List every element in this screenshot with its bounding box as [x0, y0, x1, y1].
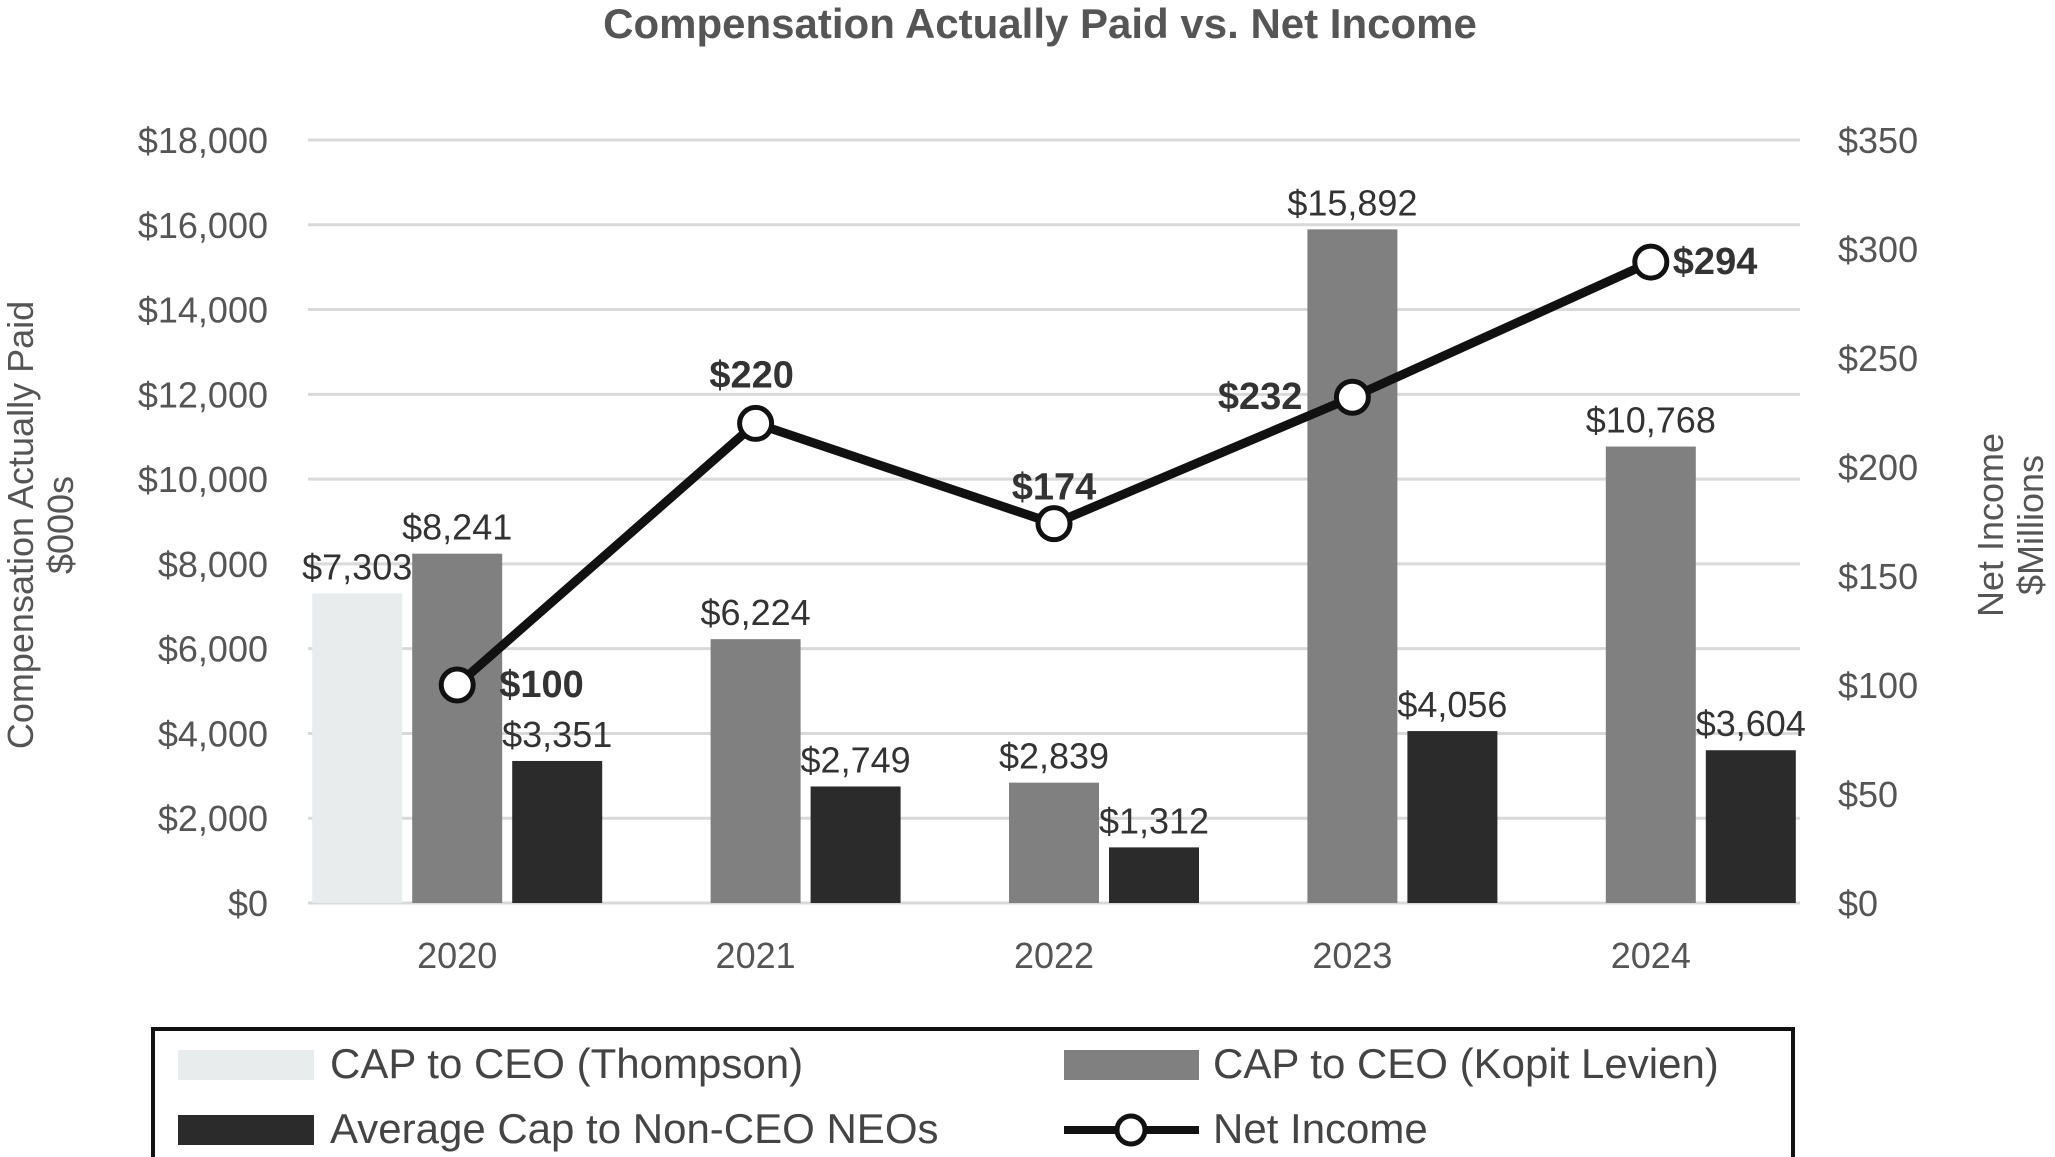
- left-tick-label: $14,000: [138, 290, 268, 331]
- right-axis-title-line2: $Millions: [2010, 455, 2051, 595]
- net-income-point-2020: [438, 666, 476, 704]
- bar-2024-series-1: [1605, 446, 1696, 903]
- legend-swatch-kopit-levien: [1064, 1050, 1199, 1080]
- right-tick-label: $150: [1838, 556, 1918, 597]
- left-axis-title: Compensation Actually Paid $000s: [0, 301, 81, 749]
- left-tick-label: $8,000: [158, 544, 268, 585]
- bar-value-label: $1,312: [1099, 800, 1209, 841]
- net-income-value-label: $100: [499, 664, 584, 706]
- x-tick-label-2020: 2020: [417, 935, 497, 976]
- net-income-point-2024: [1632, 243, 1670, 281]
- legend-label-kopit-levien: CAP to CEO (Kopit Levien): [1213, 1040, 1719, 1087]
- right-tick-label: $200: [1838, 447, 1918, 488]
- bar-2023-series-1: [1307, 229, 1398, 903]
- bar-2023-series-2: [1407, 731, 1498, 903]
- bar-2021-series-2: [810, 786, 901, 903]
- legend: CAP to CEO (Thompson) CAP to CEO (Kopit …: [151, 1027, 1795, 1157]
- right-axis-title: Net Income $Millions: [1970, 433, 2051, 617]
- x-tick-label-2024: 2024: [1611, 935, 1691, 976]
- net-income-value-label: $232: [1218, 376, 1303, 418]
- net-income-point-2023: [1333, 378, 1371, 416]
- left-tick-label: $10,000: [138, 459, 268, 500]
- right-tick-label: $300: [1838, 229, 1918, 270]
- x-axis-ticks: 2020 2021 2022 2023 2024: [417, 935, 1691, 976]
- bar-value-label: $2,839: [999, 736, 1109, 777]
- left-tick-label: $4,000: [158, 713, 268, 754]
- net-income-value-label: $220: [709, 354, 794, 396]
- bar-2020-series-1: [412, 553, 503, 903]
- x-tick-label-2022: 2022: [1014, 935, 1094, 976]
- bar-value-label: $8,241: [402, 507, 512, 548]
- bar-value-label: $2,749: [801, 739, 911, 780]
- left-tick-label: $2,000: [158, 798, 268, 839]
- right-tick-label: $50: [1838, 774, 1898, 815]
- left-tick-label: $18,000: [138, 120, 268, 161]
- net-income-value-label: $174: [1012, 467, 1097, 509]
- bar-2024-series-2: [1705, 750, 1796, 903]
- right-tick-label: $250: [1838, 338, 1918, 379]
- left-tick-label: $12,000: [138, 374, 268, 415]
- net-income-point-2022: [1035, 505, 1073, 543]
- bar-value-label: $15,892: [1287, 182, 1417, 223]
- bar-2022-series-1: [1009, 782, 1099, 903]
- left-tick-label: $6,000: [158, 629, 268, 670]
- left-tick-label: $16,000: [138, 205, 268, 246]
- bar-2021-series-1: [710, 639, 801, 903]
- legend-frame: [151, 1027, 1795, 1157]
- left-axis-title-line2: $000s: [40, 476, 81, 574]
- bar-value-label: $7,303: [302, 546, 412, 587]
- legend-label-thompson: CAP to CEO (Thompson): [330, 1040, 803, 1087]
- x-tick-label-2021: 2021: [716, 935, 796, 976]
- right-tick-label: $350: [1838, 120, 1918, 161]
- bar-2020-series-0: [312, 593, 403, 903]
- legend-swatch-thompson: [178, 1050, 314, 1080]
- bar-2020-series-2: [512, 760, 603, 903]
- left-axis-title-line1: Compensation Actually Paid: [0, 301, 41, 749]
- right-tick-label: $0: [1838, 883, 1878, 924]
- left-tick-label: $0: [228, 883, 268, 924]
- bars: $7,303$8,241 $6,224 $2,839 $15,892 $10,768 $3…: [302, 182, 1806, 903]
- right-axis-ticks: $0 $50 $100 $150 $200 $250 $300 $350: [1838, 120, 1918, 924]
- legend-label-non-ceo-neos: Average Cap to Non-CEO NEOs: [330, 1105, 939, 1152]
- net-income-line: $100 $220 $174 $232 $294: [438, 241, 1758, 706]
- net-income-value-label: $294: [1673, 241, 1758, 283]
- bar-value-label: $4,056: [1397, 684, 1507, 725]
- left-axis-ticks: $0 $2,000 $4,000 $6,000 $8,000 $10,000 $12,000…: [138, 120, 268, 924]
- right-tick-label: $100: [1838, 665, 1918, 706]
- bar-value-label: $3,351: [502, 714, 612, 755]
- bar-value-label: $10,768: [1586, 400, 1716, 441]
- right-axis-title-line1: Net Income: [1970, 433, 2011, 617]
- bar-value-label: $3,604: [1696, 703, 1806, 744]
- bar-value-label: $6,224: [701, 592, 811, 633]
- legend-label-net-income: Net Income: [1213, 1105, 1428, 1152]
- bar-2022-series-2: [1109, 847, 1199, 903]
- net-income-point-2021: [737, 404, 775, 442]
- legend-swatch-non-ceo-neos: [178, 1115, 314, 1145]
- legend-marker-net-income: [1114, 1113, 1148, 1147]
- chart-title: Compensation Actually Paid vs. Net Incom…: [603, 0, 1477, 47]
- x-tick-label-2023: 2023: [1312, 935, 1392, 976]
